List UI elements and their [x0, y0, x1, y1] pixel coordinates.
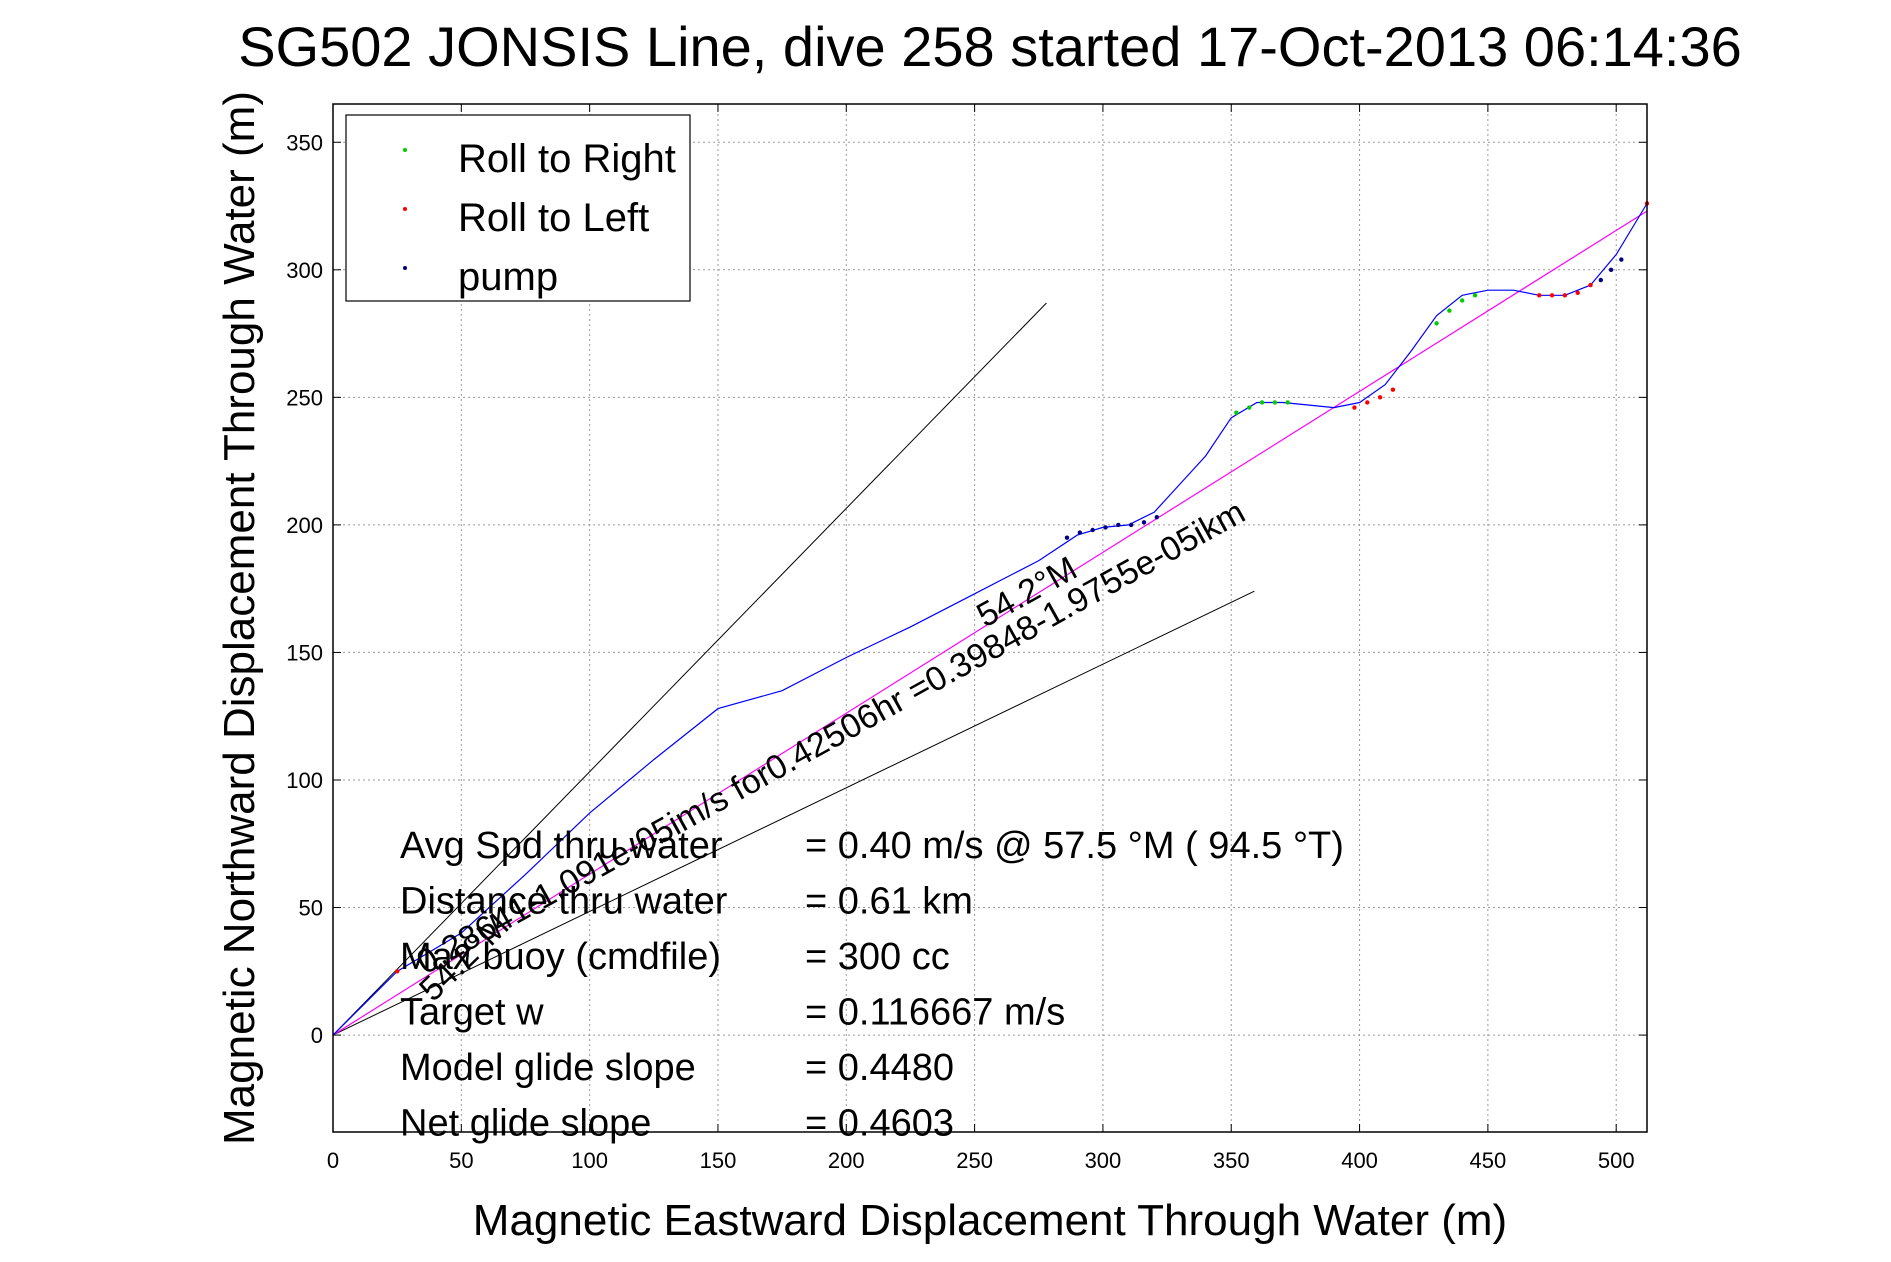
x-axis-label: Magnetic Eastward Displacement Through W…	[473, 1196, 1507, 1245]
roll-right-point	[1234, 410, 1239, 415]
roll-left-point	[1390, 387, 1396, 392]
marker-points	[394, 201, 1650, 974]
pump-point	[1608, 267, 1614, 273]
stat-label: Max buoy (cmdfile)	[400, 936, 721, 978]
roll-left-point	[1352, 405, 1357, 410]
x-tick-label: 0	[327, 1148, 339, 1173]
stat-value: = 0.61 km	[805, 881, 973, 923]
roll-right-point	[1472, 293, 1478, 298]
stat-label: Model glide slope	[400, 1047, 696, 1089]
x-tick-label: 100	[571, 1148, 608, 1173]
pump-point	[1103, 525, 1108, 530]
legend-label-roll-right: Roll to Right	[458, 137, 676, 181]
heading-bound-line	[332, 590, 1255, 1036]
stat-value: = 0.4603	[805, 1103, 954, 1145]
x-tick-label: 150	[700, 1148, 737, 1173]
heading-bound-lines	[332, 302, 1255, 1036]
pump-point	[1619, 257, 1624, 262]
y-ticks: 0 50 100 150 200 250 300 350	[286, 130, 1647, 1048]
pump-point	[1090, 527, 1095, 533]
grid	[333, 104, 1647, 1132]
roll-left-point	[1365, 400, 1370, 405]
y-axis-label: Magnetic Northward Displacement Through …	[215, 91, 264, 1145]
legend-marker-roll-right	[403, 148, 407, 152]
roll-left-point	[394, 969, 400, 974]
stat-label: Net glide slope	[400, 1103, 651, 1145]
target-line-layer	[332, 210, 1648, 1036]
y-tick-label: 300	[286, 258, 323, 283]
roll-left-point	[1575, 290, 1580, 295]
plot-frame	[332, 103, 1648, 1133]
target-line	[332, 210, 1648, 1036]
track-layer	[332, 203, 1648, 1036]
x-tick-label: 250	[956, 1148, 993, 1173]
roll-right-point	[1460, 298, 1465, 303]
stat-label: Distance thru water	[400, 881, 728, 923]
pump-point	[1598, 277, 1604, 283]
chart-title: SG502 JONSIS Line, dive 258 started 17-O…	[238, 15, 1742, 78]
stat-label: Target w	[400, 992, 544, 1034]
x-tick-label: 50	[449, 1148, 473, 1173]
y-tick-label: 200	[286, 513, 323, 538]
roll-right-point	[1247, 405, 1252, 410]
legend-label-roll-left: Roll to Left	[458, 196, 649, 240]
roll-left-point	[1377, 395, 1383, 400]
track-line	[332, 203, 1648, 1036]
roll-left-point	[1537, 293, 1542, 298]
y-tick-label: 150	[286, 640, 323, 665]
pump-point	[1128, 522, 1134, 528]
roll-right-point	[1285, 400, 1290, 405]
stat-value: = 0.116667 m/s	[805, 992, 1065, 1034]
heading-bound-line	[332, 302, 1047, 1036]
y-tick-label: 0	[311, 1023, 323, 1048]
x-tick-label: 350	[1213, 1148, 1250, 1173]
y-tick-label: 250	[286, 385, 323, 410]
x-tick-label: 400	[1341, 1148, 1378, 1173]
legend-label-pump: pump	[458, 255, 558, 299]
pump-point	[1116, 522, 1121, 528]
roll-left-point	[1562, 293, 1568, 298]
x-ticks: 0 50 100 150 200 250 300 350 400 450 500	[327, 104, 1635, 1173]
y-tick-label: 100	[286, 768, 323, 793]
y-tick-label: 350	[286, 130, 323, 155]
legend: Roll to Right Roll to Left pump	[345, 114, 691, 302]
pump-point	[1154, 515, 1160, 520]
x-tick-label: 300	[1085, 1148, 1122, 1173]
roll-left-point	[1588, 282, 1593, 288]
stat-label: Avg Spd thru water	[400, 825, 723, 867]
roll-right-point	[1434, 321, 1439, 326]
stat-value: = 300 cc	[805, 936, 950, 978]
legend-marker-pump	[403, 266, 407, 270]
roll-right-point	[1259, 400, 1265, 405]
legend-marker-roll-left	[403, 207, 407, 211]
pump-point	[1141, 520, 1147, 525]
pump-point	[1064, 535, 1070, 540]
y-tick-label: 50	[299, 896, 323, 921]
stat-value: = 0.40 m/s @ 57.5 °M ( 94.5 °T)	[805, 825, 1344, 867]
roll-left-point	[1549, 293, 1555, 298]
x-tick-label: 200	[828, 1148, 865, 1173]
x-tick-label: 500	[1598, 1148, 1635, 1173]
stat-value: = 0.4480	[805, 1047, 954, 1089]
roll-right-point	[1272, 400, 1278, 405]
pump-point	[1077, 530, 1083, 535]
stats-block: Avg Spd thru water = 0.40 m/s @ 57.5 °M (…	[400, 825, 1344, 1145]
roll-right-point	[1447, 308, 1452, 313]
x-tick-label: 450	[1470, 1148, 1507, 1173]
